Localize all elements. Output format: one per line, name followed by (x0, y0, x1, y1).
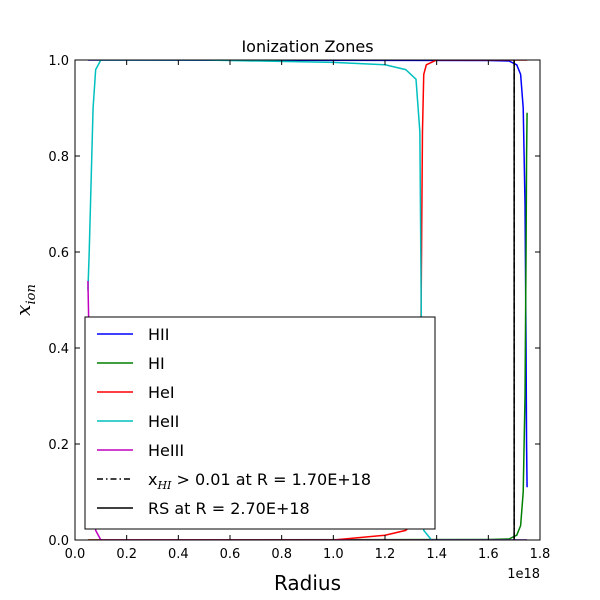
x-tick-label: 0.8 (271, 547, 292, 562)
legend-label: HeIII (148, 441, 184, 460)
y-tick-label: 0.2 (48, 438, 69, 453)
tick-layer: 0.0 0.2 0.4 0.6 0.8 1.0 1.2 1.4 1.6 1.8 0.0 0.2 0.4 0… (48, 54, 550, 562)
x-axis-label: Radius (274, 571, 341, 595)
y-tick-label: 0.6 (48, 246, 69, 261)
legend-label: HeI (148, 383, 175, 402)
y-axis-label: xion (11, 284, 39, 316)
y-axis-label-base: x (11, 305, 35, 316)
x-offset-label: 1e18 (507, 567, 540, 582)
x-tick-label: 0.0 (65, 547, 86, 562)
legend-label: HI (148, 354, 165, 373)
x-tick-label: 1.6 (478, 547, 499, 562)
x-tick-label: 1.8 (530, 547, 551, 562)
chart-title: Ionization Zones (241, 37, 373, 56)
legend: HII HI HeI HeII HeIII xHI > 0.01 at R = 1.70E… (84, 316, 436, 530)
x-tick-label: 1.0 (323, 547, 344, 562)
legend-label: RS at R = 2.70E+18 (148, 499, 310, 518)
x-tick-label: 1.2 (375, 547, 396, 562)
x-tick-label: 1.4 (426, 547, 447, 562)
legend-frame (84, 316, 436, 530)
y-tick-label: 0.8 (48, 150, 69, 165)
legend-label: HII (148, 325, 169, 344)
x-tick-label: 0.4 (168, 547, 189, 562)
y-axis-label-sub: ion (24, 284, 39, 304)
y-tick-label: 1.0 (48, 54, 69, 69)
legend-label: HeII (148, 412, 179, 431)
x-tick-label: 0.6 (220, 547, 241, 562)
legend-label: xHI > 0.01 at R = 1.70E+18 (148, 470, 371, 492)
y-tick-label: 0.0 (48, 534, 69, 549)
y-tick-label: 0.4 (48, 342, 69, 357)
x-tick-label: 0.2 (116, 547, 137, 562)
plot-frame (74, 59, 541, 541)
